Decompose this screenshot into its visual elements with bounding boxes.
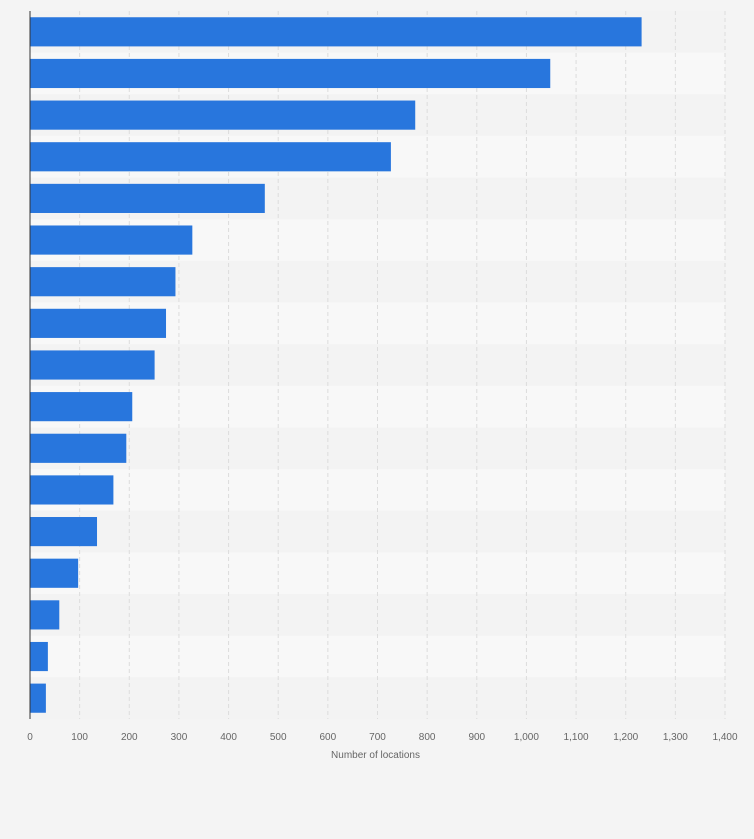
bar — [30, 58, 551, 89]
bar — [30, 392, 133, 422]
x-tick-label: 600 — [320, 732, 337, 743]
x-tick-label: 0 — [27, 732, 33, 743]
x-tick-label: 1,100 — [564, 732, 589, 743]
bar — [30, 641, 48, 672]
x-tick-label: 200 — [121, 732, 138, 743]
bar — [30, 600, 60, 630]
bar — [30, 100, 416, 130]
bar — [30, 475, 114, 505]
bar — [30, 517, 98, 547]
x-tick-label: 100 — [71, 732, 88, 743]
bar — [30, 308, 167, 338]
x-axis-title: Number of locations — [331, 750, 420, 761]
x-tick-label: 1,300 — [663, 732, 688, 743]
x-tick-label: 700 — [369, 732, 386, 743]
x-tick-label: 500 — [270, 732, 287, 743]
x-axis-ticks: 0 100 200 300 400 500 600 700 800 900 1,000 1,100 1,… — [27, 732, 738, 743]
x-tick-label: 1,400 — [712, 732, 737, 743]
gridlines — [79, 11, 726, 719]
bar — [30, 225, 193, 255]
bar — [30, 350, 155, 380]
bar — [30, 558, 79, 588]
bar — [30, 433, 127, 463]
bar — [30, 267, 176, 297]
bar — [30, 683, 46, 713]
x-tick-label: 400 — [220, 732, 237, 743]
x-tick-label: 300 — [171, 732, 188, 743]
x-tick-label: 1,000 — [514, 732, 539, 743]
bar — [30, 142, 391, 172]
bar — [30, 17, 642, 47]
x-tick-label: 900 — [468, 732, 485, 743]
bar — [30, 183, 265, 213]
x-tick-label: 1,200 — [613, 732, 638, 743]
x-tick-label: 800 — [419, 732, 436, 743]
bars — [30, 17, 642, 713]
